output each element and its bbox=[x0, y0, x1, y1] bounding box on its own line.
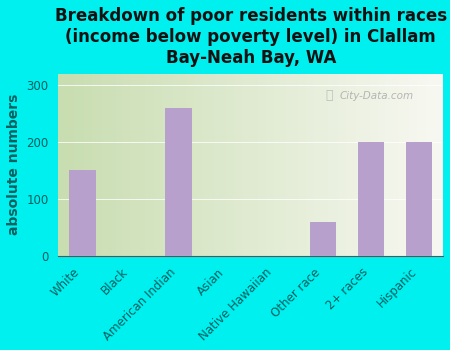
Title: Breakdown of poor residents within races
(income below poverty level) in Clallam: Breakdown of poor residents within races… bbox=[55, 7, 447, 66]
Bar bbox=[166, 108, 192, 256]
Bar bbox=[406, 142, 432, 256]
Text: ⓘ: ⓘ bbox=[326, 89, 333, 102]
Y-axis label: absolute numbers: absolute numbers bbox=[7, 94, 21, 236]
Bar bbox=[310, 222, 336, 256]
Text: City-Data.com: City-Data.com bbox=[339, 91, 414, 100]
Bar bbox=[358, 142, 384, 256]
Bar bbox=[69, 170, 96, 256]
